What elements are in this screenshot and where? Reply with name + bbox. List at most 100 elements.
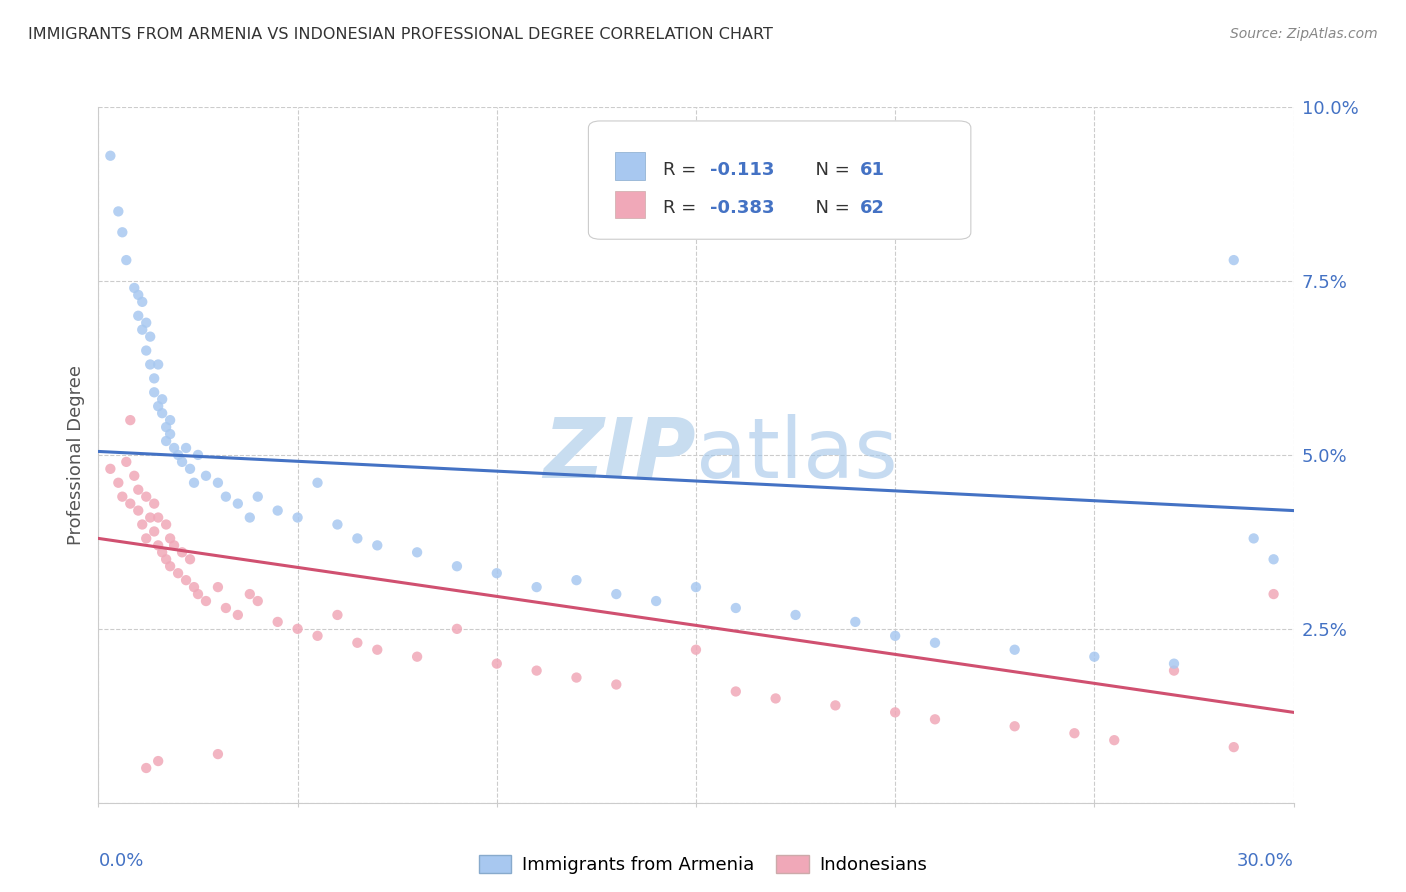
Point [485, 657, 508, 671]
Point [226, 607, 249, 622]
FancyBboxPatch shape [589, 121, 972, 239]
Text: IMMIGRANTS FROM ARMENIA VS INDONESIAN PROFESSIONAL DEGREE CORRELATION CHART: IMMIGRANTS FROM ARMENIA VS INDONESIAN PR… [28, 27, 773, 42]
Point [148, 538, 170, 552]
Text: 30.0%: 30.0% [1237, 852, 1294, 870]
Point [844, 615, 866, 629]
Point [183, 475, 205, 490]
Point [139, 510, 162, 524]
FancyBboxPatch shape [614, 153, 644, 180]
Point [183, 580, 205, 594]
Point [150, 392, 173, 407]
Point [785, 607, 807, 622]
Point [155, 420, 177, 434]
Point [107, 475, 129, 490]
Point [207, 747, 229, 761]
Text: atlas: atlas [696, 415, 897, 495]
Point [124, 281, 146, 295]
Point [139, 358, 162, 372]
Legend: Immigrants from Armenia, Indonesians: Immigrants from Armenia, Indonesians [470, 846, 936, 883]
Point [824, 698, 846, 713]
Point [1083, 649, 1105, 664]
Point [526, 664, 548, 678]
Point [148, 754, 170, 768]
Point [135, 532, 157, 546]
Point [605, 677, 627, 691]
Point [267, 503, 290, 517]
Point [1263, 587, 1285, 601]
Point [159, 427, 181, 442]
Text: ZIP: ZIP [543, 415, 696, 495]
Point [1104, 733, 1126, 747]
Point [115, 455, 138, 469]
Text: N =: N = [804, 199, 855, 217]
Point [267, 615, 290, 629]
Text: R =: R = [662, 199, 702, 217]
Point [127, 503, 149, 517]
Point [326, 517, 349, 532]
Point [685, 642, 707, 657]
Point [159, 559, 181, 574]
Point [174, 441, 197, 455]
Point [155, 434, 177, 448]
Point [131, 323, 153, 337]
Point [287, 622, 309, 636]
Point [195, 468, 218, 483]
Point [307, 475, 329, 490]
Point [167, 566, 190, 581]
Point [326, 607, 349, 622]
Point [107, 204, 129, 219]
Point [605, 587, 627, 601]
Point [127, 483, 149, 497]
Point [346, 532, 368, 546]
Point [1223, 253, 1246, 268]
Point [239, 510, 262, 524]
Point [179, 552, 201, 566]
Point [179, 462, 201, 476]
Text: -0.113: -0.113 [710, 161, 775, 178]
Point [127, 288, 149, 302]
Point [139, 329, 162, 343]
Point [406, 649, 429, 664]
Point [565, 573, 588, 587]
Point [159, 532, 181, 546]
Point [148, 358, 170, 372]
Point [155, 517, 177, 532]
Point [111, 490, 134, 504]
Point [685, 580, 707, 594]
Point [150, 406, 173, 420]
Point [98, 149, 122, 163]
Point [143, 497, 166, 511]
Point [485, 566, 508, 581]
Point [346, 636, 368, 650]
Point [1163, 657, 1185, 671]
Point [143, 371, 166, 385]
Point [135, 343, 157, 358]
Point [1223, 740, 1246, 755]
Point [155, 552, 177, 566]
Point [1063, 726, 1085, 740]
Point [131, 294, 153, 309]
Point [246, 490, 269, 504]
Point [167, 448, 190, 462]
Point [287, 510, 309, 524]
Point [150, 545, 173, 559]
FancyBboxPatch shape [614, 191, 644, 219]
Point [98, 462, 122, 476]
Point [115, 253, 138, 268]
Point [148, 399, 170, 413]
Point [1004, 719, 1026, 733]
Point [226, 497, 249, 511]
Point [565, 671, 588, 685]
Point [1163, 664, 1185, 678]
Point [124, 468, 146, 483]
Point [135, 316, 157, 330]
Point [207, 580, 229, 594]
Point [366, 642, 388, 657]
Point [127, 309, 149, 323]
Point [246, 594, 269, 608]
Point [884, 706, 907, 720]
Point [143, 385, 166, 400]
Text: 61: 61 [859, 161, 884, 178]
Point [159, 413, 181, 427]
Text: Source: ZipAtlas.com: Source: ZipAtlas.com [1230, 27, 1378, 41]
